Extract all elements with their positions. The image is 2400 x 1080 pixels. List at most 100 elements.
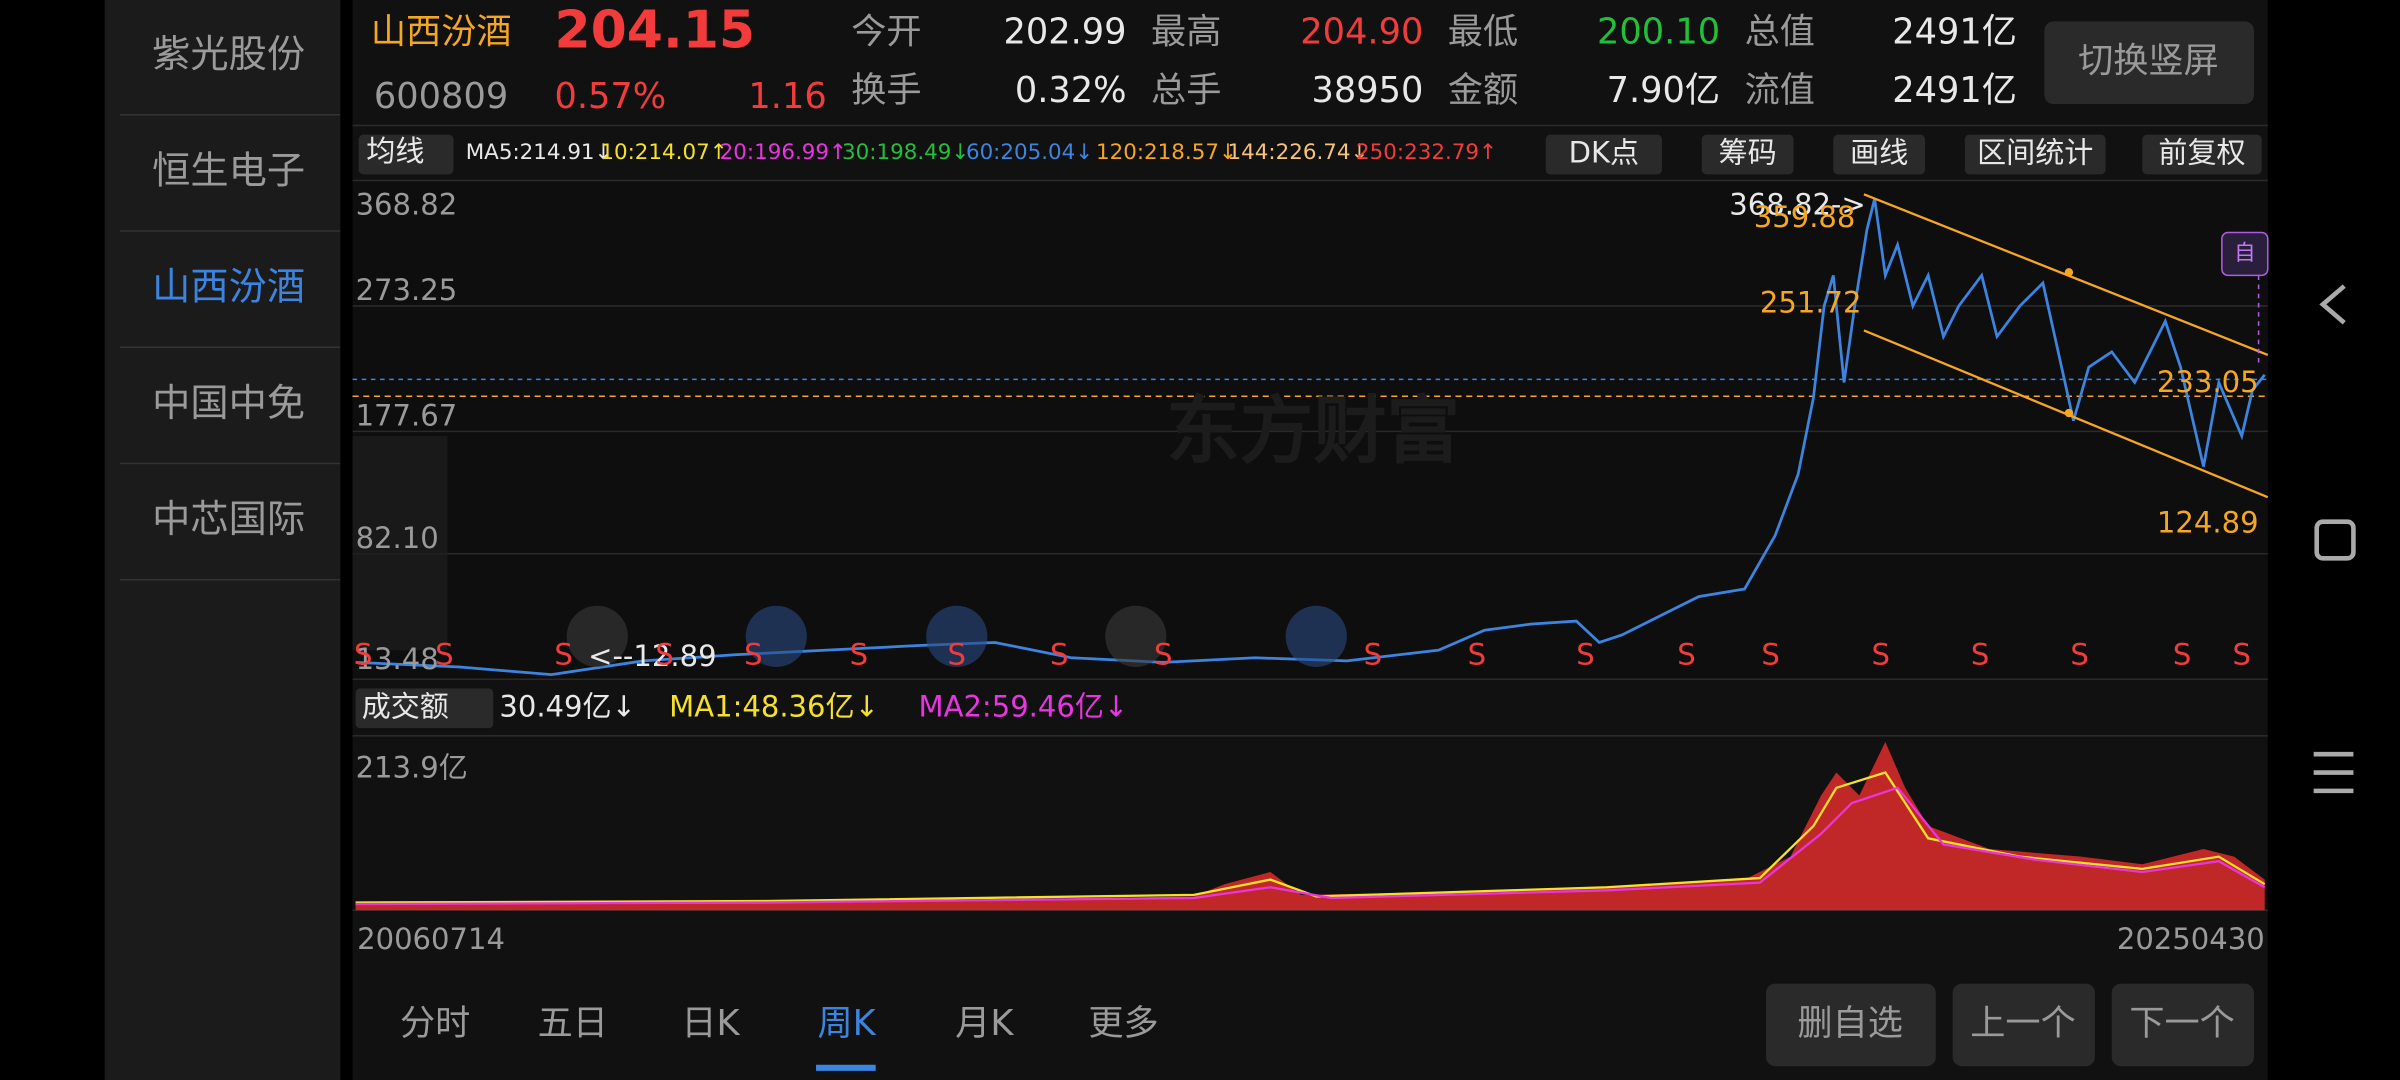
high-annotation: 368.82->: [1729, 188, 1865, 222]
ma-selector-label[interactable]: 均线: [366, 134, 424, 168]
period-tab[interactable]: 分时: [400, 1003, 470, 1044]
signal-marker: S: [850, 637, 868, 671]
trend-channel: [1863, 193, 2269, 499]
volume-value: 30.49亿↓: [499, 689, 636, 723]
volume-value: MA1:48.36亿↓: [669, 689, 879, 723]
end-date: 20250430: [2117, 922, 2265, 956]
period-tab[interactable]: 五日: [538, 1003, 608, 1044]
signal-marker: S: [655, 637, 673, 671]
sidebar: [104, 0, 341, 1080]
signal-marker: S: [744, 637, 762, 671]
channel-label: 359.88: [1754, 200, 1856, 234]
stat-label: 金额: [1448, 70, 1518, 111]
signal-marker: S: [1364, 637, 1382, 671]
stat-value: 2491亿: [1892, 70, 2017, 111]
orientation-button[interactable]: [2044, 21, 2254, 105]
volume-max: 213.9亿: [356, 750, 468, 784]
action-button[interactable]: [2111, 983, 2254, 1067]
signal-marker: S: [2173, 637, 2191, 671]
adjust-button[interactable]: [2142, 134, 2262, 175]
stat-value: 204.90: [1300, 12, 1423, 53]
change: 1.16: [748, 76, 826, 117]
stock-price: 204.15: [554, 1, 755, 61]
axis-label: 177.67: [356, 399, 458, 433]
volume-ma2: [355, 786, 2266, 906]
action-button[interactable]: [1766, 983, 1936, 1067]
toolbar-button[interactable]: 区间统计: [1977, 136, 2093, 170]
signal-marker: S: [948, 637, 966, 671]
signal-marker: S: [354, 637, 372, 671]
scroll-left[interactable]: [352, 435, 448, 651]
stat-label: 最高: [1151, 12, 1221, 53]
start-date: 20060714: [357, 922, 505, 956]
action-label[interactable]: 下一个: [2129, 1003, 2235, 1044]
signal-marker: S: [1872, 637, 1890, 671]
stat-label: 总手: [1151, 70, 1221, 111]
stat-label: 最低: [1448, 12, 1518, 53]
stock-name: 山西汾酒: [371, 12, 512, 53]
buttons[interactable]: [355, 21, 2262, 1067]
ma-value: 120:218.57↓: [1096, 140, 1237, 165]
toolbar-button[interactable]: 前复权: [2158, 136, 2245, 170]
channel-label: 233.05: [2157, 365, 2259, 399]
stock-item[interactable]: 中国中免: [152, 382, 305, 426]
chart-controls[interactable]: [566, 605, 1347, 667]
volume-area: [355, 741, 2265, 911]
stat-label: 换手: [851, 70, 921, 111]
stock-item[interactable]: 紫光股份: [152, 33, 305, 77]
stat-label: 今开: [851, 12, 921, 53]
stock-item[interactable]: 中芯国际: [152, 498, 305, 542]
channel-label: 251.72: [1760, 285, 1862, 319]
action-button[interactable]: [1952, 983, 2095, 1067]
low-annotation: <--12.89: [588, 639, 716, 673]
draw-button[interactable]: [1833, 134, 1926, 175]
period-tab[interactable]: 月K: [955, 1003, 1014, 1044]
stat-value: 7.90亿: [1607, 70, 1720, 111]
volume-selector-label[interactable]: 成交额: [362, 689, 449, 723]
axis-label: 273.25: [356, 273, 458, 307]
dk-button[interactable]: [1545, 134, 1662, 175]
orientation-label[interactable]: 切换竖屏: [2078, 41, 2219, 82]
signal-marker: S: [1576, 637, 1594, 671]
stock-item[interactable]: 恒生电子: [152, 149, 305, 193]
toolbar-button[interactable]: 画线: [1850, 136, 1908, 170]
stat-value: 202.99: [1003, 12, 1126, 53]
toolbar-button[interactable]: 筹码: [1719, 136, 1777, 170]
price-chart: [352, 180, 2268, 680]
action-label[interactable]: 上一个: [1970, 1003, 2076, 1044]
signal-marker: S: [435, 637, 453, 671]
axis-label: 368.82: [356, 188, 458, 222]
change-pct: 0.57%: [554, 76, 666, 117]
stat-value: 2491亿: [1892, 12, 2017, 53]
period-tab[interactable]: 日K: [681, 1003, 740, 1044]
signal-marker: S: [1468, 637, 1486, 671]
volume-ma1: [355, 771, 2266, 904]
channel-label: 124.89: [2157, 506, 2259, 540]
ma-value: 144:226.74↓: [1228, 140, 1369, 165]
ma-selector[interactable]: [358, 134, 454, 175]
stock-item[interactable]: 山西汾酒: [152, 266, 305, 310]
signal-marker: S: [1050, 637, 1068, 671]
signal-marker: S: [1154, 637, 1172, 671]
signal-marker: S: [2233, 637, 2251, 671]
watermark: 东方财富: [1166, 389, 1460, 474]
ma-value: 60:205.04↓: [966, 140, 1093, 165]
ma-value: 30:198.49↓: [842, 140, 969, 165]
stock-code: 600809: [374, 76, 508, 117]
stat-value: 38950: [1311, 70, 1423, 111]
chip-button[interactable]: [1701, 134, 1794, 175]
toolbar-button[interactable]: DK点: [1569, 136, 1639, 170]
stat-label: 总值: [1745, 12, 1815, 53]
range-button[interactable]: [1964, 134, 2106, 175]
period-tab[interactable]: 更多: [1088, 1003, 1158, 1044]
action-label[interactable]: 删自选: [1797, 1003, 1903, 1044]
period-tab[interactable]: 周K: [818, 1003, 877, 1044]
tag-label: 自: [2234, 241, 2255, 266]
stat-value: 0.32%: [1015, 70, 1127, 111]
stat-label: 流值: [1745, 70, 1815, 111]
volume-selector[interactable]: [355, 688, 494, 729]
signal-marker: S: [1677, 637, 1695, 671]
ma-value: 10:214.07↑: [600, 140, 727, 165]
nav-bar[interactable]: [2313, 284, 2356, 794]
